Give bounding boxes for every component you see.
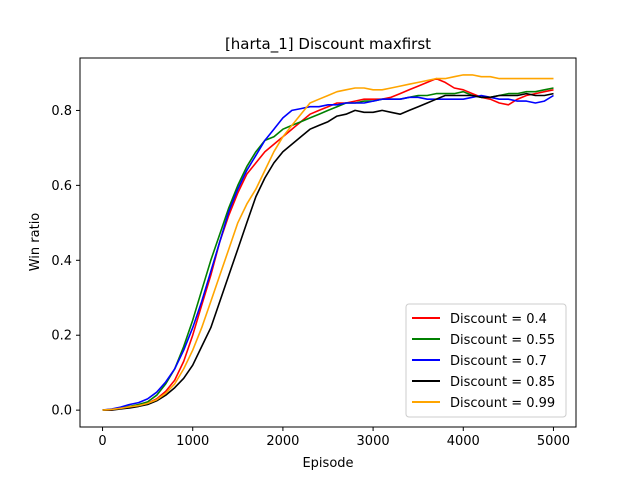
legend-label-1: Discount = 0.55 — [450, 333, 555, 348]
x-axis-label: Episode — [302, 456, 353, 471]
x-tick-label-0: 0 — [98, 434, 106, 449]
y-tick-label-0: 0.0 — [51, 404, 72, 419]
legend-label-3: Discount = 0.85 — [450, 375, 555, 390]
y-axis-label: Win ratio — [28, 213, 43, 272]
x-tick-label-3: 3000 — [357, 434, 390, 449]
y-tick-label-2: 0.4 — [51, 254, 72, 269]
x-tick-label-2: 2000 — [266, 434, 299, 449]
chart-title: [harta_1] Discount maxfirst — [225, 35, 431, 54]
y-tick-label-3: 0.6 — [51, 179, 72, 194]
y-tick-label-4: 0.8 — [51, 104, 72, 119]
x-tick-label-4: 4000 — [447, 434, 480, 449]
plot-frame — [79, 57, 577, 428]
x-tick-label-1: 1000 — [176, 434, 209, 449]
legend-label-4: Discount = 0.99 — [450, 396, 555, 411]
series-line-3 — [102, 92, 554, 411]
series-line-4 — [102, 74, 554, 411]
legend-label-0: Discount = 0.4 — [450, 312, 547, 327]
legend-box — [405, 303, 567, 418]
legend-label-2: Discount = 0.7 — [450, 354, 547, 369]
plot-area: 0 1000 2000 3000 4000 5000 0.0 0.2 0.4 0.6 0.8 Disc… — [51, 57, 577, 449]
y-tick-label-1: 0.2 — [51, 329, 72, 344]
x-tick-label-5: 5000 — [537, 434, 570, 449]
